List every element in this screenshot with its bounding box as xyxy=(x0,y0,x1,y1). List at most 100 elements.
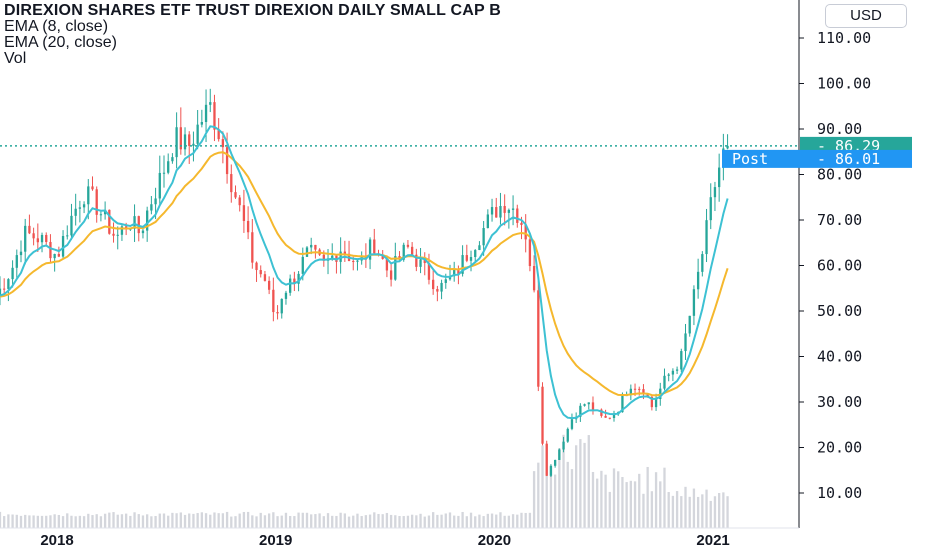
volume-bar xyxy=(175,513,178,528)
candle-body xyxy=(389,270,393,280)
legend-ema8[interactable]: EMA (8, close) xyxy=(4,18,109,35)
candle-body xyxy=(74,208,77,216)
volume-bar xyxy=(667,492,670,528)
volume-bar xyxy=(621,477,624,528)
candle-body xyxy=(587,402,590,405)
y-tick-label: 80.00 xyxy=(817,166,862,184)
volume-bar xyxy=(66,513,69,528)
volume-bar xyxy=(87,513,90,528)
volume-bar xyxy=(103,513,107,528)
y-tick-label: 50.00 xyxy=(817,302,862,320)
candle-body xyxy=(368,239,372,260)
volume-bar xyxy=(28,515,31,528)
volume-bar xyxy=(120,514,124,528)
volume-bar xyxy=(659,481,662,528)
candle-body xyxy=(705,220,708,255)
price-axis[interactable]: 10.00 20.00 30.00 40.00 50.00 60.00 70.00 80.00… xyxy=(799,29,871,502)
volume-bar xyxy=(293,516,296,528)
candle-body xyxy=(66,235,69,237)
volume-bar xyxy=(289,515,292,528)
volume-bar xyxy=(490,513,494,528)
candle-body xyxy=(99,214,103,216)
candle-body xyxy=(423,259,426,264)
candle-body xyxy=(688,315,691,334)
volume-bar xyxy=(633,481,637,528)
y-tick-label: 10.00 xyxy=(817,484,862,502)
candle-body xyxy=(461,255,464,274)
volume-bar xyxy=(339,512,342,528)
candle-body xyxy=(242,205,246,221)
y-tick-label: 110.00 xyxy=(817,29,871,47)
candle-body xyxy=(49,241,52,259)
volume-bar xyxy=(600,470,603,528)
ema20-line xyxy=(0,151,729,397)
volume-bar xyxy=(726,496,729,528)
volume-bar xyxy=(516,514,519,528)
volume-bar xyxy=(642,493,645,528)
volume-bar xyxy=(146,514,149,528)
volume-bar xyxy=(162,513,166,528)
candle-body xyxy=(465,255,468,261)
volume-bar xyxy=(188,513,191,528)
candle-body xyxy=(255,262,258,271)
volume-bar xyxy=(432,512,435,528)
volume-bar xyxy=(520,512,523,528)
volume-bar xyxy=(95,514,98,528)
volume-bar xyxy=(129,515,132,528)
candles xyxy=(0,88,729,477)
volume-bar xyxy=(171,512,174,528)
time-axis[interactable]: 2018 2019 2020 2021 xyxy=(40,532,729,549)
candle-body xyxy=(297,273,300,284)
volume-bar xyxy=(608,491,611,528)
candle-body xyxy=(629,388,632,396)
candle-body xyxy=(583,404,586,406)
volume-bar xyxy=(255,516,258,528)
candle-body xyxy=(717,167,721,188)
volume-bar xyxy=(221,513,225,528)
y-tick-label: 60.00 xyxy=(817,257,862,275)
candle-body xyxy=(238,197,241,206)
volume-bar xyxy=(280,515,283,528)
volume-bar xyxy=(591,471,595,528)
volume-bar xyxy=(356,513,359,528)
volume-bar xyxy=(213,512,216,528)
candle-body xyxy=(701,254,704,272)
candle-body xyxy=(532,266,536,291)
legend-ema20[interactable]: EMA (20, close) xyxy=(4,34,117,51)
volume-bar xyxy=(0,511,2,528)
volume-bar xyxy=(314,514,317,528)
volume-bar xyxy=(225,511,229,528)
candle-body xyxy=(642,389,645,394)
volume-bar xyxy=(398,516,401,528)
candle-body xyxy=(230,174,233,193)
volume-bar xyxy=(196,513,199,528)
volume-bar xyxy=(217,513,220,528)
candle-body xyxy=(36,238,39,243)
candle-body xyxy=(188,134,191,146)
candle-body xyxy=(133,216,136,229)
currency-button[interactable]: USD xyxy=(825,4,907,28)
volume-bar xyxy=(368,514,372,528)
symbol-title[interactable]: DIREXION SHARES ETF TRUST DIREXION DAILY… xyxy=(4,2,501,19)
volume-bar xyxy=(478,514,481,528)
candle-body xyxy=(293,278,296,284)
candle-body xyxy=(192,143,195,146)
candle-body xyxy=(112,233,115,236)
legend-vol[interactable]: Vol xyxy=(4,50,27,67)
volume-bar xyxy=(410,514,414,528)
volume-bar xyxy=(347,516,351,528)
candle-body xyxy=(633,388,637,390)
volume-bar xyxy=(688,496,691,528)
candle-body xyxy=(444,279,447,283)
volume-bar xyxy=(242,511,246,528)
volume-bar xyxy=(440,514,443,528)
volume-bar xyxy=(318,513,321,528)
candle-body xyxy=(373,239,376,254)
candle-body xyxy=(566,428,569,442)
candle-body xyxy=(87,186,90,205)
volume-bar xyxy=(381,514,384,528)
volume-bar xyxy=(457,515,460,528)
post-label: Post xyxy=(732,150,768,168)
volume-bar xyxy=(150,516,153,528)
